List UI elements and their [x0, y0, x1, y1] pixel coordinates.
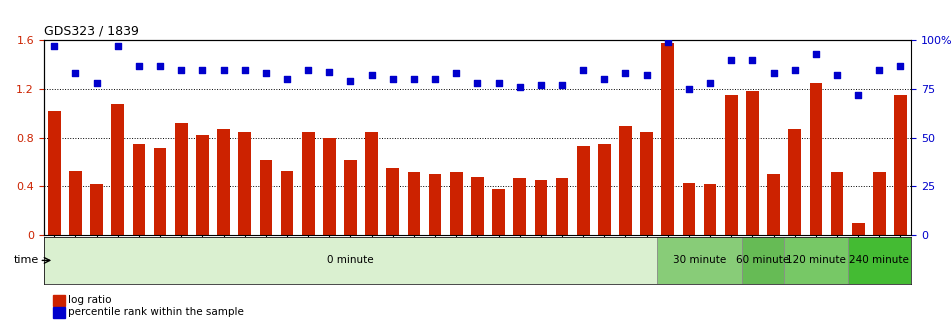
Point	[893, 63, 908, 68]
Bar	[788, 129, 801, 235]
Bar	[323, 138, 336, 235]
Bar	[742, 237, 785, 284]
Point	[724, 57, 739, 62]
Point	[512, 84, 527, 90]
Bar	[260, 160, 272, 235]
Point	[259, 71, 274, 76]
Point	[745, 57, 760, 62]
Point	[89, 81, 105, 86]
Bar	[598, 144, 611, 235]
Bar	[44, 237, 657, 284]
Point	[364, 73, 379, 78]
Bar	[619, 126, 631, 235]
Point	[829, 73, 844, 78]
Point	[575, 67, 591, 72]
Point	[766, 71, 781, 76]
Point	[850, 92, 865, 97]
Text: log ratio: log ratio	[68, 295, 111, 305]
Bar	[154, 148, 166, 235]
Bar	[852, 223, 864, 235]
Point	[110, 43, 126, 49]
Bar	[704, 184, 716, 235]
Point	[872, 67, 887, 72]
Point	[131, 63, 146, 68]
Text: time: time	[13, 255, 39, 265]
Bar	[90, 184, 103, 235]
Point	[237, 67, 252, 72]
Point	[68, 71, 83, 76]
Bar	[365, 132, 378, 235]
Bar	[577, 146, 590, 235]
Bar	[386, 168, 399, 235]
Point	[321, 69, 337, 74]
Bar	[555, 178, 569, 235]
Bar	[132, 144, 146, 235]
Point	[808, 51, 824, 57]
Point	[449, 71, 464, 76]
Bar	[301, 132, 315, 235]
Bar	[725, 95, 738, 235]
Bar	[217, 129, 230, 235]
Bar	[450, 172, 462, 235]
Bar	[281, 171, 293, 235]
Bar	[344, 160, 357, 235]
Bar	[534, 180, 547, 235]
Bar	[809, 83, 823, 235]
Text: GDS323 / 1839: GDS323 / 1839	[44, 25, 139, 38]
Point	[703, 81, 718, 86]
Point	[428, 77, 443, 82]
Point	[554, 82, 570, 88]
Point	[343, 79, 359, 84]
Point	[47, 43, 62, 49]
Bar	[514, 178, 526, 235]
Bar	[471, 177, 484, 235]
Text: 240 minute: 240 minute	[849, 255, 909, 265]
Bar	[662, 43, 674, 235]
Point	[216, 67, 231, 72]
Bar	[657, 237, 742, 284]
Text: 0 minute: 0 minute	[327, 255, 374, 265]
Bar	[746, 91, 759, 235]
Point	[681, 86, 696, 92]
Bar	[894, 95, 907, 235]
Bar	[767, 174, 780, 235]
Bar	[830, 172, 844, 235]
Bar	[429, 174, 441, 235]
Bar	[785, 237, 847, 284]
Bar	[69, 171, 82, 235]
Bar	[48, 111, 61, 235]
Bar	[640, 132, 653, 235]
Bar	[111, 103, 125, 235]
Point	[618, 71, 633, 76]
Bar	[408, 172, 420, 235]
Point	[534, 82, 549, 88]
Bar	[873, 172, 885, 235]
Point	[787, 67, 803, 72]
Point	[195, 67, 210, 72]
Point	[301, 67, 316, 72]
Bar	[847, 237, 911, 284]
Point	[470, 81, 485, 86]
Bar	[175, 123, 187, 235]
Point	[280, 77, 295, 82]
Point	[406, 77, 421, 82]
Bar	[239, 132, 251, 235]
Text: 120 minute: 120 minute	[786, 255, 845, 265]
Point	[660, 40, 675, 45]
Point	[639, 73, 654, 78]
Text: percentile rank within the sample: percentile rank within the sample	[68, 307, 243, 317]
Point	[596, 77, 611, 82]
Point	[385, 77, 400, 82]
Text: 60 minute: 60 minute	[736, 255, 789, 265]
Bar	[493, 189, 505, 235]
Point	[491, 81, 506, 86]
Bar	[196, 135, 209, 235]
Point	[152, 63, 167, 68]
Text: 30 minute: 30 minute	[673, 255, 727, 265]
Bar	[683, 183, 695, 235]
Point	[174, 67, 189, 72]
